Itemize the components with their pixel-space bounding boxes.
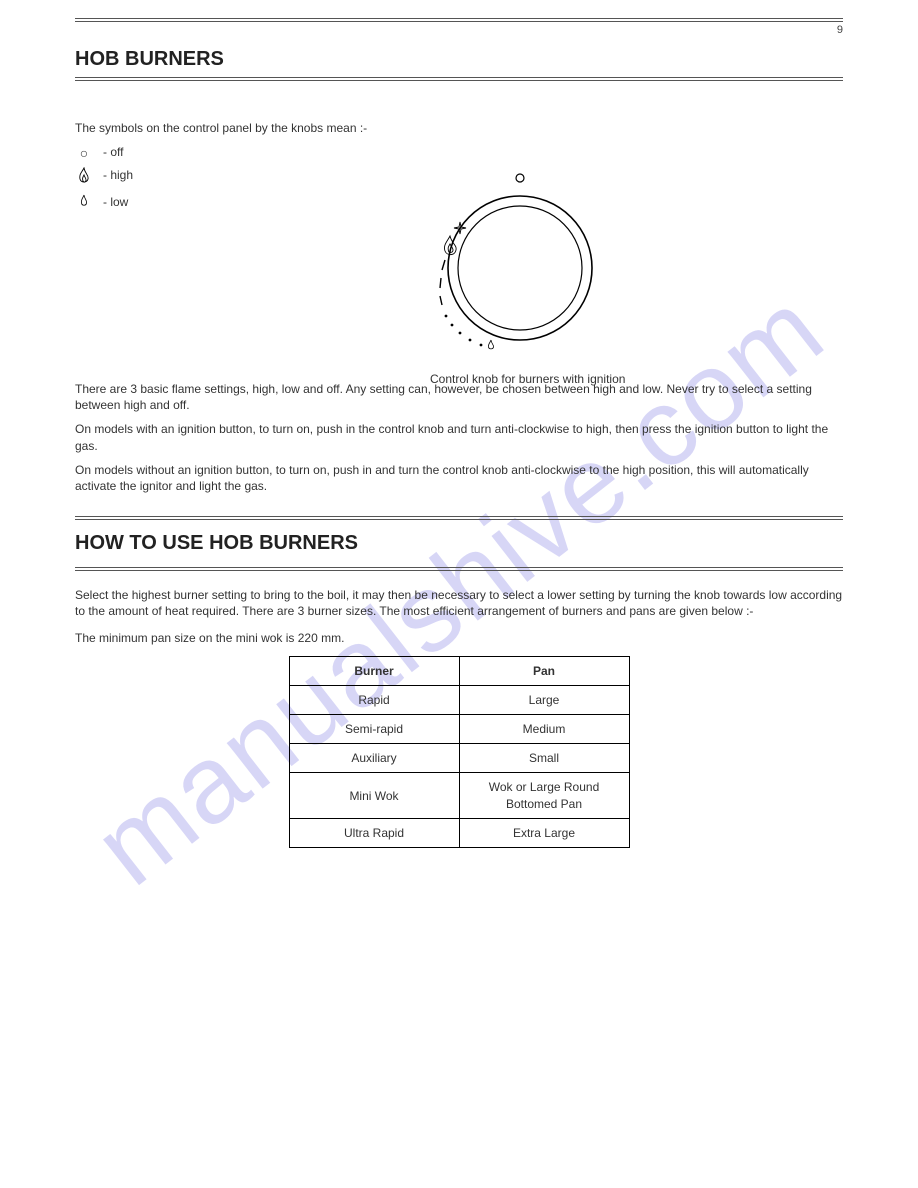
knob-caption: Control knob for burners with ignition (430, 372, 625, 386)
cell: Extra Large (459, 818, 629, 847)
cell: Medium (459, 715, 629, 744)
cell: Semi-rapid (289, 715, 459, 744)
flame-large-icon (75, 167, 93, 190)
table-row: Auxiliary Small (289, 744, 629, 773)
howto-para2: The minimum pan size on the mini wok is … (75, 630, 843, 646)
table-row: Rapid Large (289, 685, 629, 714)
symbol-row-high: - high (75, 167, 395, 190)
table-row: Ultra Rapid Extra Large (289, 818, 629, 847)
rule-title-1 (75, 77, 843, 81)
symbol-row-off: ○ - off (75, 144, 395, 163)
col-pan: Pan (459, 656, 629, 685)
cell: Mini Wok (289, 773, 459, 818)
para-no-ignition-button: On models without an ignition button, to… (75, 462, 843, 494)
section1-body: The symbols on the control panel by the … (75, 120, 395, 217)
section-title-how-to-use: HOW TO USE HOB BURNERS (75, 532, 843, 555)
col-burner: Burner (289, 656, 459, 685)
section1-paragraphs: There are 3 basic flame settings, high, … (75, 381, 843, 494)
circle-icon: ○ (75, 144, 93, 163)
knob-diagram (420, 168, 620, 368)
howto-para1: Select the highest burner setting to bri… (75, 587, 843, 619)
cell: Large (459, 685, 629, 714)
symbol-label: - low (103, 194, 128, 210)
symbol-row-low: - low (75, 194, 395, 213)
burner-pan-table: Burner Pan Rapid Large Semi-rapid Medium… (289, 656, 630, 848)
table-row: Mini Wok Wok or Large Round Bottomed Pan (289, 773, 629, 818)
flame-small-icon (75, 194, 93, 213)
cell: Ultra Rapid (289, 818, 459, 847)
section2-body: Select the highest burner setting to bri… (75, 587, 843, 848)
symbol-label: - high (103, 167, 133, 183)
table-row: Semi-rapid Medium (289, 715, 629, 744)
section-title-hob-burners: HOB BURNERS (75, 48, 843, 71)
cell: Small (459, 744, 629, 773)
cell: Auxiliary (289, 744, 459, 773)
cell: Wok or Large Round Bottomed Pan (459, 773, 629, 818)
cell: Rapid (289, 685, 459, 714)
para-ignition-button: On models with an ignition button, to tu… (75, 421, 843, 453)
intro-text: The symbols on the control panel by the … (75, 120, 395, 136)
page-number: 9 (837, 24, 843, 36)
table-header-row: Burner Pan (289, 656, 629, 685)
symbol-label: - off (103, 144, 123, 160)
